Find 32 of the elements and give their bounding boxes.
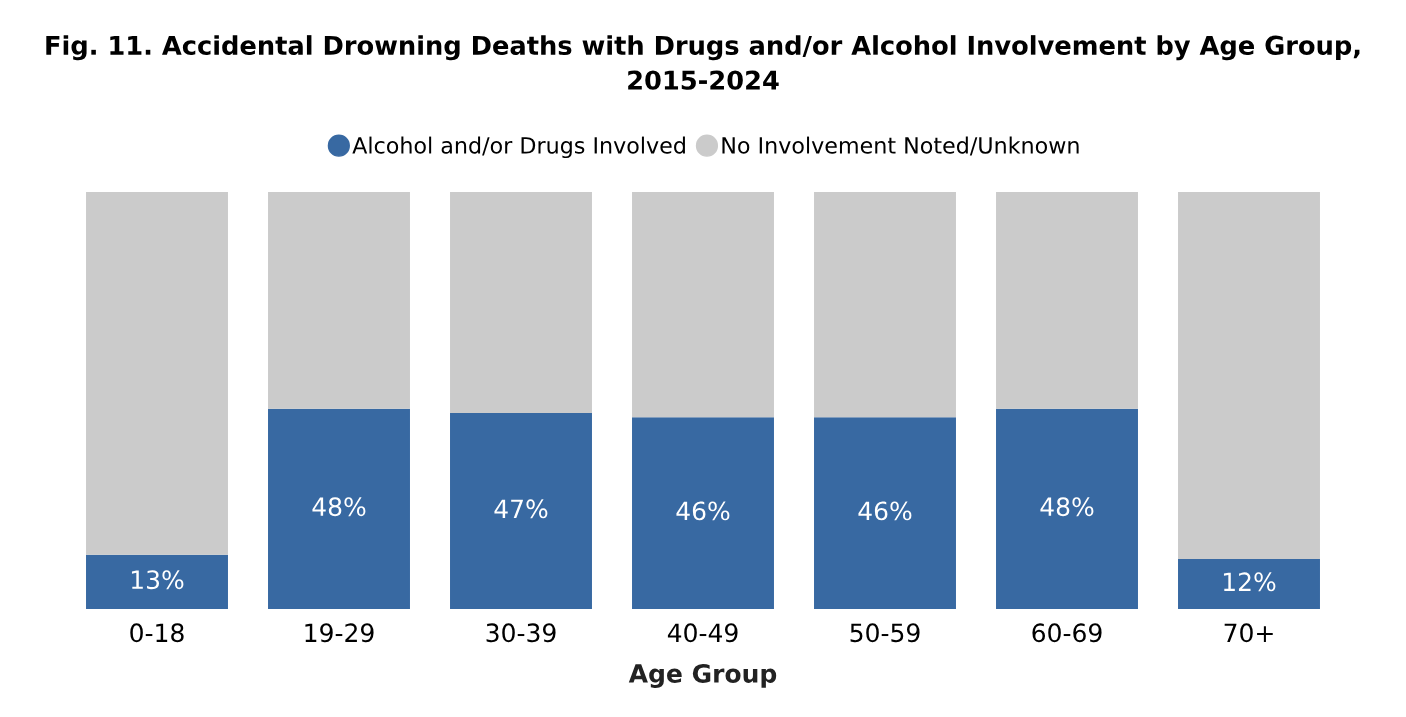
x-tick-label: 0-18 bbox=[130, 623, 184, 643]
data-label: 46% bbox=[858, 501, 912, 521]
legend-label: No Involvement Noted/Unknown bbox=[722, 136, 1079, 156]
bar bbox=[86, 192, 228, 555]
bar bbox=[1178, 558, 1320, 609]
data-label: 46% bbox=[676, 501, 730, 521]
bar bbox=[450, 192, 592, 414]
x-tick-label: 40-49 bbox=[667, 623, 738, 643]
x-tick-label: 50-59 bbox=[850, 623, 920, 643]
data-label: 48% bbox=[1040, 497, 1094, 517]
bar bbox=[814, 417, 956, 609]
legend-label: Alcohol and/or Drugs Involved bbox=[352, 136, 685, 159]
bar bbox=[1178, 192, 1320, 559]
bar bbox=[632, 192, 774, 418]
bar bbox=[86, 554, 228, 609]
data-label: 13% bbox=[131, 570, 184, 590]
x-tick-label: 70+ bbox=[1224, 623, 1273, 643]
data-label: 47% bbox=[494, 499, 548, 519]
bar bbox=[996, 192, 1138, 409]
bar bbox=[632, 417, 774, 609]
bar bbox=[450, 413, 592, 609]
data-label: 48% bbox=[312, 497, 366, 517]
x-tick-label: 60-69 bbox=[1032, 623, 1102, 643]
chart-title: Fig. 11. Accidental Drowning Deaths with Drugs and/or Alcohol Involvement by Age Group, 2015-2024 bbox=[46, 35, 1360, 90]
bar bbox=[268, 408, 410, 609]
bar bbox=[996, 408, 1138, 609]
data-label: 12% bbox=[1223, 572, 1276, 592]
bar bbox=[268, 192, 410, 409]
bar bbox=[814, 192, 956, 418]
x-tick-label: 19-29 bbox=[305, 623, 374, 643]
x-axis-title: Age Group bbox=[628, 664, 777, 688]
x-tick-label: 30-39 bbox=[486, 623, 556, 643]
